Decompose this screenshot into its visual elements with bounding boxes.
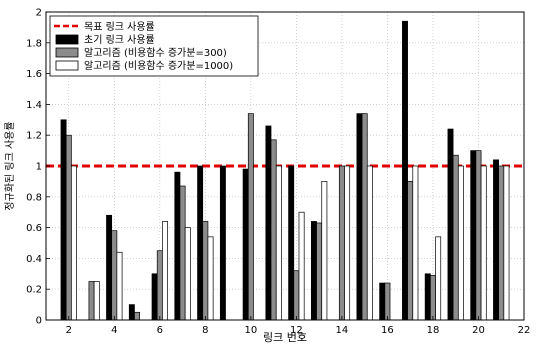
bar-series-1 [379, 282, 386, 321]
y-tick-label: 0.6 [26, 223, 42, 234]
bar-series-1 [356, 113, 363, 321]
bar-series-3 [366, 165, 373, 321]
bar-series-2 [475, 150, 482, 321]
y-tick-label: 0.8 [26, 192, 42, 203]
legend-label-initial: 초기 링크 사용률 [84, 34, 155, 46]
legend-label-algo-1000: 알고리즘 (비용함수 증가분=1000) [84, 60, 233, 72]
y-tick-label: 1 [36, 162, 42, 173]
bar-series-2 [430, 274, 436, 321]
x-tick-label: 16 [381, 325, 394, 336]
bar-series-3 [162, 221, 168, 321]
legend-box [49, 15, 259, 77]
bar-series-2 [361, 113, 368, 321]
bar-series-2 [384, 282, 391, 321]
bar-series-3 [298, 211, 305, 321]
x-tick-label: 14 [336, 325, 349, 336]
bar-series-2 [338, 165, 345, 321]
bar-series-2 [65, 134, 72, 321]
y-tick-label: 0 [36, 316, 42, 327]
bar-series-3 [71, 165, 77, 321]
bar-series-1 [219, 165, 226, 321]
bar-series-2 [111, 230, 118, 321]
legend-swatch-algo-300 [55, 47, 79, 58]
legend-swatch-algo-1000 [55, 60, 79, 71]
bar-series-2 [316, 222, 323, 321]
bar-series-2 [156, 250, 163, 321]
x-tick-label: 8 [202, 325, 208, 336]
bar-series-3 [184, 227, 191, 321]
bar-series-2 [293, 270, 300, 321]
legend-label-algo-300: 알고리즘 (비용함수 증가분=300) [84, 47, 227, 59]
bar-series-1 [174, 171, 181, 321]
bar-series-1 [151, 273, 158, 321]
bar-series-3 [275, 165, 282, 321]
bar-series-3 [503, 165, 510, 321]
y-tick-labels: 0 0.2 0.4 0.6 0.8 1 1.2 1.4 1.6 1.8 2 [26, 8, 50, 327]
y-tick-label: 1.2 [26, 131, 42, 142]
x-tick-label: 12 [290, 325, 303, 336]
bar-series-1 [128, 304, 135, 321]
bar-series-3 [412, 165, 419, 321]
bar-series-2 [407, 181, 414, 321]
y-tick-label: 2 [36, 8, 42, 19]
bar-series-2 [452, 154, 459, 321]
legend: 목표 링크 사용률 초기 링크 사용률 알고리즘 (비용함수 증가분=300) … [49, 15, 259, 77]
bar-series-2 [88, 281, 95, 321]
bar-series-2 [134, 311, 140, 321]
bar-series-3 [435, 236, 442, 321]
y-tick-label: 1.4 [26, 100, 42, 111]
bar-series-2 [179, 185, 186, 321]
bar-series-1 [265, 125, 272, 321]
bar-series-3 [93, 281, 100, 321]
y-tick-label: 1.6 [26, 69, 42, 80]
bar-series-1 [242, 168, 249, 321]
bar-series-1 [310, 221, 317, 321]
bar-series-2 [202, 221, 209, 321]
bar-series-2 [270, 139, 277, 321]
bar-series-3 [344, 165, 351, 321]
bar-series-1 [470, 150, 477, 321]
bar-series-1 [447, 128, 454, 321]
bar-series-3 [480, 165, 487, 321]
x-tick-label: 22 [518, 325, 531, 336]
bar-series-2 [498, 165, 505, 321]
bar-series-1 [424, 273, 431, 321]
x-axis-label: 링크 번호 [263, 331, 307, 344]
bar-series-1 [106, 214, 113, 321]
x-tick-labels: 2 4 6 8 10 12 14 16 18 20 22 [66, 316, 531, 336]
bar-series-3 [207, 236, 214, 321]
x-tick-label: 18 [427, 325, 440, 336]
bar-series-1 [60, 119, 67, 321]
x-tick-label: 2 [66, 325, 72, 336]
y-axis-label: 정규화된 링크 사용률 [4, 121, 16, 210]
y-tick-label: 0.2 [26, 285, 42, 296]
x-tick-label: 4 [111, 325, 117, 336]
bar-series-2 [247, 113, 254, 321]
legend-label-target: 목표 링크 사용률 [84, 21, 155, 33]
bar-series-1 [197, 165, 204, 321]
legend-swatch-initial [55, 34, 79, 45]
bar-series-3 [457, 165, 464, 321]
y-tick-label: 1.8 [26, 38, 42, 49]
bar-series-1 [402, 20, 408, 321]
x-tick-label: 20 [472, 325, 485, 336]
y-tick-label: 0.4 [26, 254, 42, 265]
x-tick-label: 6 [157, 325, 163, 336]
bar-series-1 [493, 159, 499, 321]
bar-series-1 [288, 165, 295, 321]
bar-series-3 [321, 181, 328, 321]
bar-series-3 [116, 251, 123, 321]
x-tick-label: 10 [244, 325, 257, 336]
